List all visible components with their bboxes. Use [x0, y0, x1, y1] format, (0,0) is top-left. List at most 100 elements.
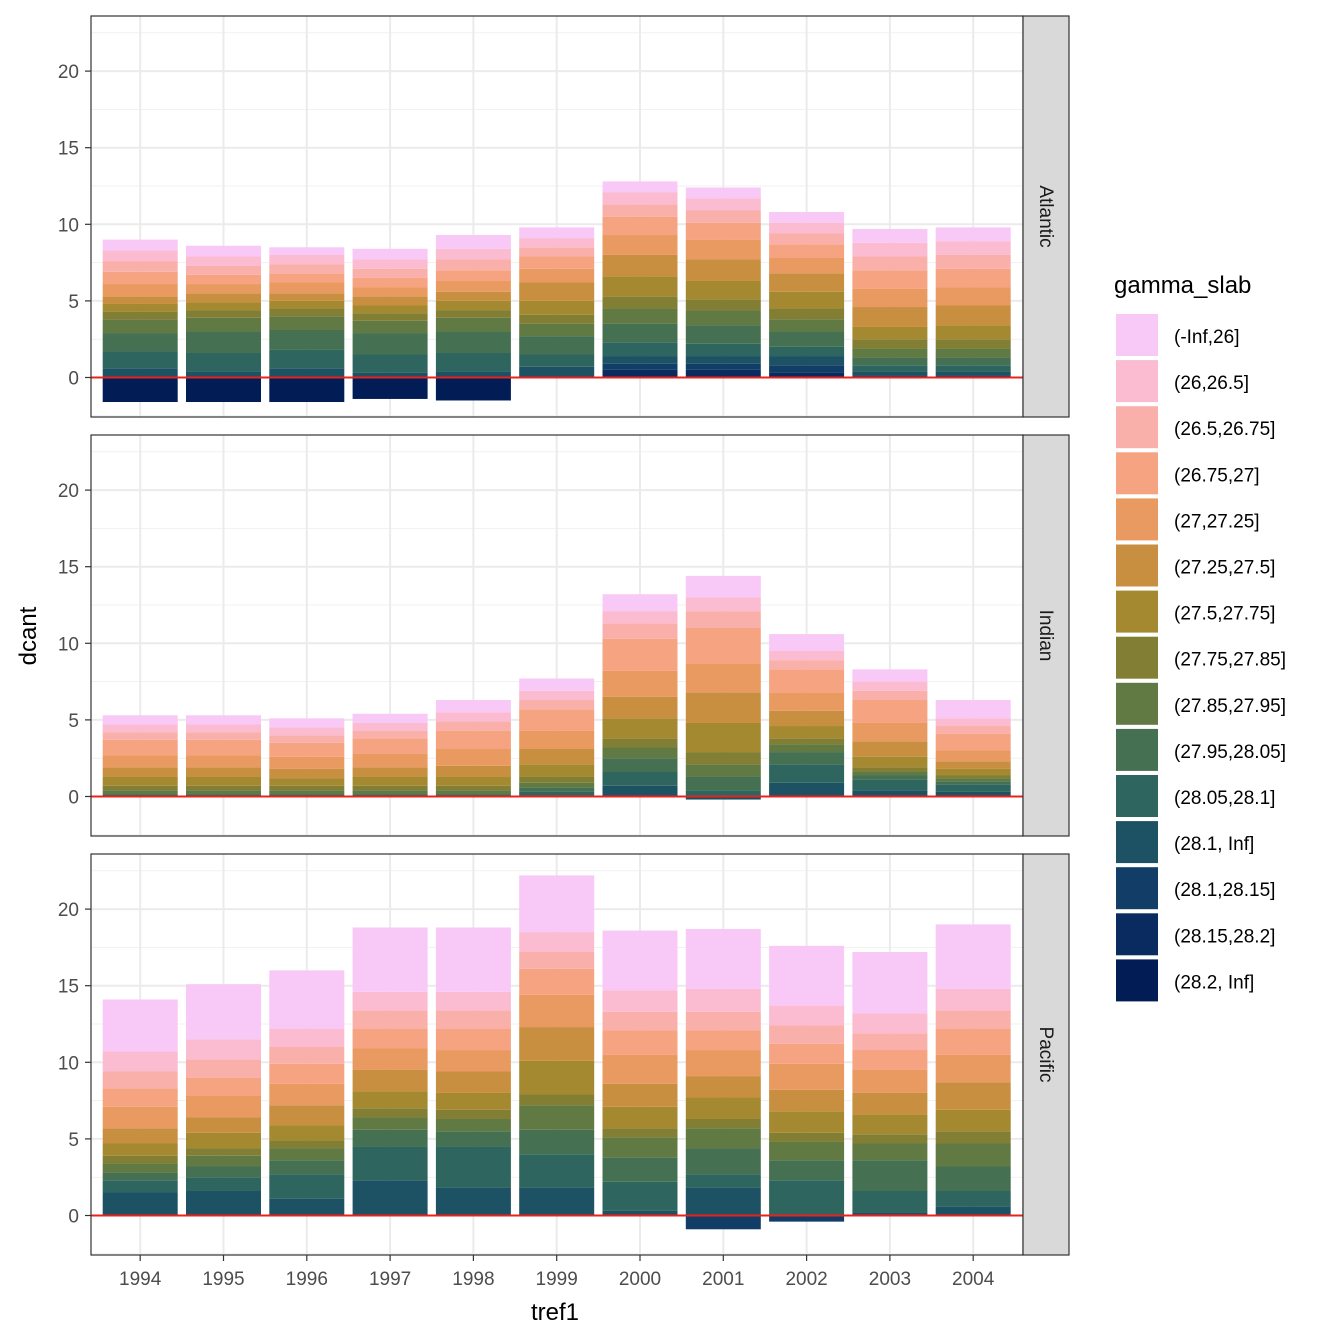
- bar-segment: [435, 1146, 511, 1188]
- legend-label: (28.05,28.1]: [1174, 788, 1275, 809]
- bar-segment: [769, 945, 845, 1006]
- legend-swatch: [1116, 959, 1158, 1002]
- y-tick-label: 10: [58, 634, 79, 655]
- bar-segment: [435, 300, 511, 311]
- bar-segment: [602, 1128, 678, 1138]
- bar-segment: [602, 254, 678, 277]
- bar-segment: [352, 313, 428, 321]
- bar-segment: [102, 1106, 178, 1129]
- bar-segment: [685, 1097, 761, 1119]
- y-tick-label: 0: [68, 1207, 79, 1228]
- bar-segment: [935, 254, 1011, 269]
- bar-segment: [269, 308, 345, 317]
- bar-segment: [519, 749, 595, 765]
- facet-strip-label: Pacific: [1035, 1027, 1056, 1083]
- bar-segment: [769, 212, 845, 223]
- bar-segment: [769, 356, 845, 366]
- bar-segment: [685, 776, 761, 791]
- bar-segment: [685, 343, 761, 357]
- legend-swatch: [1116, 406, 1158, 449]
- bar-segment: [186, 284, 261, 294]
- bar-segment: [602, 747, 678, 759]
- legend-swatch: [1116, 452, 1158, 495]
- legend-label: (-Inf,26]: [1174, 327, 1239, 348]
- bar-segment: [102, 1192, 178, 1216]
- bar-segment: [519, 699, 595, 710]
- bar-segment: [769, 1005, 845, 1026]
- bar-segment: [519, 238, 595, 248]
- bar-segment: [602, 594, 678, 612]
- bar-segment: [935, 699, 1011, 719]
- x-tick-label: 2000: [619, 1269, 661, 1290]
- y-tick-label: 5: [68, 292, 79, 313]
- bar-segment: [602, 181, 678, 193]
- bar-segment: [269, 254, 345, 265]
- bar-segment: [186, 274, 261, 285]
- y-tick-label: 15: [58, 977, 79, 998]
- bar-segment: [352, 1010, 428, 1029]
- bar-segment: [519, 354, 595, 367]
- y-tick-label: 5: [68, 711, 79, 732]
- bar-segment: [602, 216, 678, 236]
- bar-segment: [852, 1050, 928, 1070]
- bars: [102, 875, 1011, 1230]
- bar-segment: [852, 951, 928, 1014]
- legend-label: (27.5,27.75]: [1174, 604, 1275, 625]
- bar-segment: [435, 749, 511, 766]
- bar-segment: [435, 776, 511, 786]
- bar-segment: [102, 724, 178, 733]
- bar-segment: [685, 280, 761, 300]
- bar-segment: [852, 669, 928, 682]
- bar-segment: [685, 1030, 761, 1051]
- bar-segment: [435, 310, 511, 318]
- bar-segment: [186, 302, 261, 311]
- bar-segment: [685, 299, 761, 311]
- bar-segment: [685, 790, 761, 797]
- bar-segment: [769, 319, 845, 332]
- bar-segment: [519, 1094, 595, 1106]
- bar-segment: [102, 1155, 178, 1164]
- bar-segment: [935, 371, 1011, 376]
- bar-segment: [769, 1043, 845, 1064]
- bar-segment: [602, 623, 678, 639]
- bar-segment: [186, 739, 261, 756]
- bar-segment: [435, 927, 511, 992]
- bar-segment: [269, 1028, 345, 1047]
- bar-segment: [685, 1050, 761, 1077]
- bar-segment: [935, 791, 1011, 797]
- bar-segment: [769, 308, 845, 320]
- legend-swatch: [1116, 821, 1158, 864]
- bar-segment: [102, 1088, 178, 1107]
- bar-segment: [602, 363, 678, 370]
- bar-segment: [602, 638, 678, 671]
- bar-segment: [769, 1160, 845, 1181]
- bar-segment: [102, 250, 178, 262]
- bar-segment: [769, 1089, 845, 1112]
- bar-segment: [935, 775, 1011, 779]
- bar-segment: [186, 790, 261, 794]
- bar-segment: [852, 722, 928, 742]
- bar-segment: [935, 1206, 1011, 1216]
- bar-segment: [769, 258, 845, 274]
- bar-segment: [685, 692, 761, 723]
- bar-segment: [519, 776, 595, 783]
- bar-segment: [435, 371, 511, 378]
- bar-segment: [519, 787, 595, 792]
- bar-segment: [769, 726, 845, 739]
- bar-segment: [352, 753, 428, 768]
- bar-segment: [852, 1013, 928, 1034]
- bar-segment: [186, 984, 261, 1040]
- bar-segment: [685, 198, 761, 211]
- bar-segment: [269, 727, 345, 736]
- bar-segment: [685, 1076, 761, 1098]
- bar-segment: [186, 245, 261, 257]
- bar-segment: [186, 755, 261, 768]
- bar-segment: [935, 305, 1011, 326]
- bar-segment: [769, 365, 845, 373]
- bar-segment: [269, 778, 345, 786]
- bar-segment: [352, 1129, 428, 1147]
- bar-segment: [685, 239, 761, 260]
- bar-segment: [269, 1063, 345, 1084]
- bar-segment: [186, 256, 261, 266]
- bar-segment: [352, 377, 428, 399]
